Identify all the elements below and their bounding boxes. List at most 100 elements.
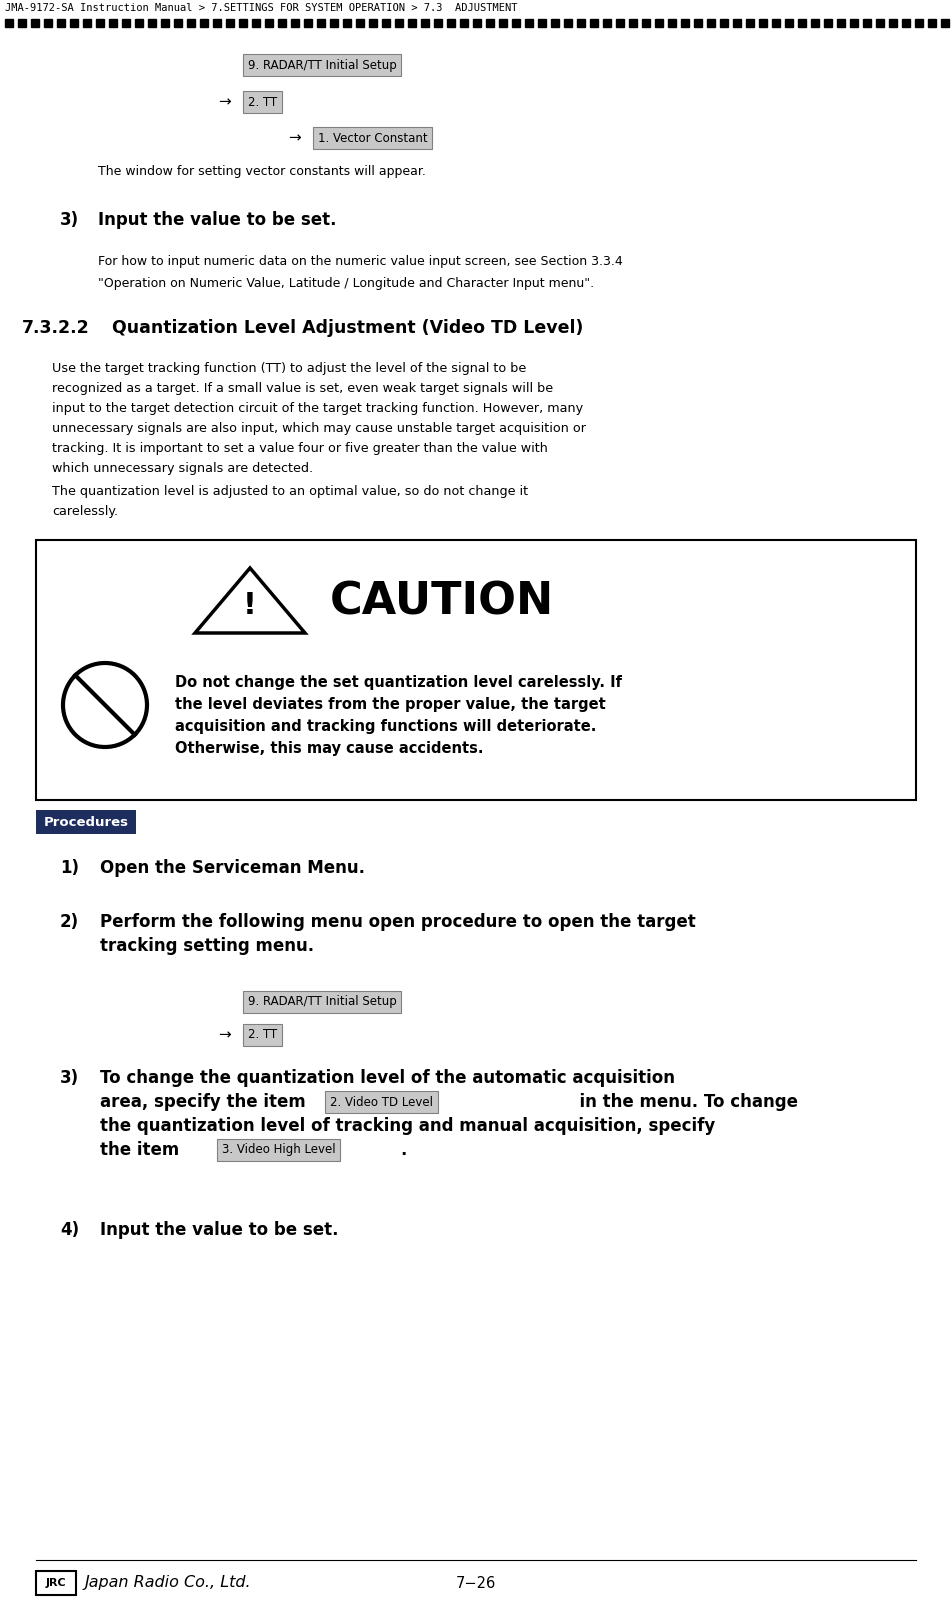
Text: 3): 3) xyxy=(60,1069,79,1087)
Bar xyxy=(122,19,130,28)
Text: Perform the following menu open procedure to open the target: Perform the following menu open procedur… xyxy=(100,914,696,932)
Bar xyxy=(915,19,923,28)
Text: !: ! xyxy=(243,591,257,620)
Bar xyxy=(655,19,663,28)
Text: input to the target detection circuit of the target tracking function. However, : input to the target detection circuit of… xyxy=(52,402,584,415)
Bar xyxy=(720,19,728,28)
Bar xyxy=(18,19,26,28)
Bar xyxy=(902,19,910,28)
Text: JMA-9172-SA Instruction Manual > 7.SETTINGS FOR SYSTEM OPERATION > 7.3  ADJUSTME: JMA-9172-SA Instruction Manual > 7.SETTI… xyxy=(5,3,518,13)
Bar xyxy=(551,19,559,28)
Text: the level deviates from the proper value, the target: the level deviates from the proper value… xyxy=(175,697,605,713)
Bar xyxy=(213,19,221,28)
Bar xyxy=(824,19,832,28)
Bar xyxy=(460,19,468,28)
Bar xyxy=(70,19,78,28)
Text: "Operation on Numeric Value, Latitude / Longitude and Character Input menu".: "Operation on Numeric Value, Latitude / … xyxy=(98,277,594,290)
Bar xyxy=(499,19,507,28)
Bar xyxy=(421,19,429,28)
Text: Input the value to be set.: Input the value to be set. xyxy=(98,211,336,228)
Bar xyxy=(785,19,793,28)
Text: →: → xyxy=(288,131,301,146)
Text: tracking. It is important to set a value four or five greater than the value wit: tracking. It is important to set a value… xyxy=(52,442,547,455)
Bar xyxy=(174,19,182,28)
Text: →: → xyxy=(218,94,230,110)
Bar xyxy=(603,19,611,28)
Bar xyxy=(668,19,676,28)
Bar xyxy=(265,19,273,28)
Bar xyxy=(135,19,143,28)
Bar xyxy=(889,19,897,28)
Bar xyxy=(746,19,754,28)
Bar xyxy=(44,19,52,28)
Bar xyxy=(382,19,390,28)
Text: →: → xyxy=(218,1027,230,1043)
Text: 2. TT: 2. TT xyxy=(248,1029,277,1042)
Bar xyxy=(850,19,858,28)
Text: Input the value to be set.: Input the value to be set. xyxy=(100,1221,339,1239)
Bar xyxy=(681,19,689,28)
Bar xyxy=(473,19,481,28)
Bar xyxy=(343,19,351,28)
Bar xyxy=(863,19,871,28)
Bar xyxy=(772,19,780,28)
Bar xyxy=(83,19,91,28)
Bar xyxy=(941,19,949,28)
Bar xyxy=(876,19,884,28)
Text: .: . xyxy=(400,1140,407,1158)
Text: Open the Serviceman Menu.: Open the Serviceman Menu. xyxy=(100,859,365,876)
Text: Japan Radio Co., Ltd.: Japan Radio Co., Ltd. xyxy=(85,1576,251,1591)
Bar xyxy=(564,19,572,28)
Text: 3): 3) xyxy=(60,211,79,228)
Text: 9. RADAR/TT Initial Setup: 9. RADAR/TT Initial Setup xyxy=(248,58,397,71)
Bar xyxy=(486,19,494,28)
Bar xyxy=(629,19,637,28)
Text: 2. Video TD Level: 2. Video TD Level xyxy=(330,1095,433,1108)
Bar xyxy=(57,19,65,28)
Bar xyxy=(811,19,819,28)
Bar xyxy=(447,19,455,28)
Text: For how to input numeric data on the numeric value input screen, see Section 3.3: For how to input numeric data on the num… xyxy=(98,256,623,269)
Bar xyxy=(226,19,234,28)
Text: 1): 1) xyxy=(60,859,79,876)
Text: Procedures: Procedures xyxy=(44,815,129,828)
Bar xyxy=(96,19,104,28)
Bar xyxy=(512,19,520,28)
Bar xyxy=(36,539,916,800)
Text: 7−26: 7−26 xyxy=(456,1576,496,1591)
Text: 1. Vector Constant: 1. Vector Constant xyxy=(318,131,427,144)
Bar xyxy=(187,19,195,28)
Bar xyxy=(538,19,546,28)
Bar xyxy=(434,19,442,28)
Text: The window for setting vector constants will appear.: The window for setting vector constants … xyxy=(98,165,426,178)
Bar xyxy=(278,19,286,28)
Bar xyxy=(356,19,364,28)
Bar xyxy=(252,19,260,28)
Text: carelessly.: carelessly. xyxy=(52,505,118,518)
Text: To change the quantization level of the automatic acquisition: To change the quantization level of the … xyxy=(100,1069,675,1087)
Text: Use the target tracking function (TT) to adjust the level of the signal to be: Use the target tracking function (TT) to… xyxy=(52,361,526,374)
Text: the quantization level of tracking and manual acquisition, specify: the quantization level of tracking and m… xyxy=(100,1118,715,1136)
Bar xyxy=(31,19,39,28)
Text: acquisition and tracking functions will deteriorate.: acquisition and tracking functions will … xyxy=(175,719,596,734)
Text: CAUTION: CAUTION xyxy=(330,580,554,624)
Text: area, specify the item: area, specify the item xyxy=(100,1094,317,1111)
Bar xyxy=(837,19,845,28)
Bar xyxy=(291,19,299,28)
Bar xyxy=(239,19,247,28)
Bar xyxy=(642,19,650,28)
Bar xyxy=(525,19,533,28)
Bar xyxy=(733,19,741,28)
Text: 4): 4) xyxy=(60,1221,79,1239)
Bar xyxy=(577,19,585,28)
Bar xyxy=(200,19,208,28)
Text: 7.3.2.2: 7.3.2.2 xyxy=(22,319,89,337)
Bar xyxy=(590,19,598,28)
Bar xyxy=(36,810,136,834)
Text: 9. RADAR/TT Initial Setup: 9. RADAR/TT Initial Setup xyxy=(248,996,397,1009)
Text: which unnecessary signals are detected.: which unnecessary signals are detected. xyxy=(52,462,313,475)
Text: unnecessary signals are also input, which may cause unstable target acquisition : unnecessary signals are also input, whic… xyxy=(52,421,586,436)
Text: JRC: JRC xyxy=(46,1578,67,1588)
Bar xyxy=(928,19,936,28)
Bar xyxy=(759,19,767,28)
